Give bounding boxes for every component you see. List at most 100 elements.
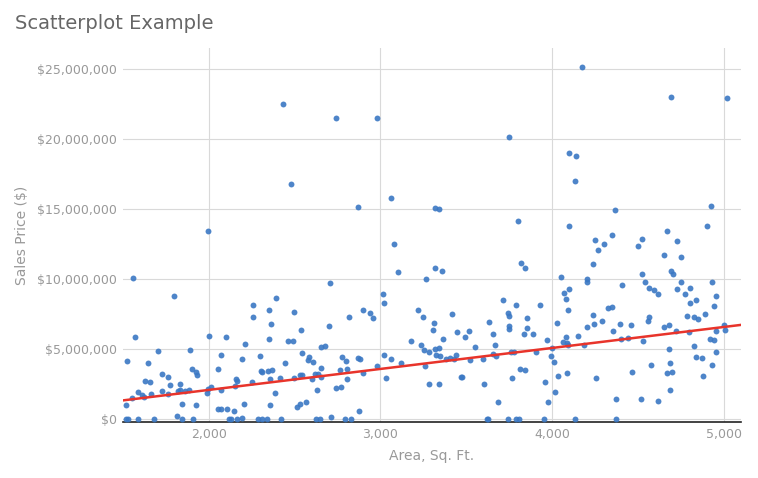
Point (510, 415, 522, 423)
Point (255, 367, 267, 374)
Point (120, 415, 132, 423)
Point (263, 335, 275, 343)
X-axis label: Area, Sq. Ft.: Area, Sq. Ft. (390, 449, 475, 463)
Point (598, 240, 610, 248)
Point (186, 365, 198, 373)
Point (542, 398, 554, 405)
Point (643, 284, 655, 292)
Point (664, 387, 676, 394)
Point (688, 314, 700, 321)
Point (315, 374, 327, 381)
Point (323, 323, 335, 330)
Point (247, 313, 259, 321)
Point (509, 348, 521, 356)
Point (269, 389, 281, 396)
Point (340, 357, 352, 364)
Point (527, 330, 539, 338)
Point (341, 375, 353, 383)
Point (223, 415, 235, 423)
Point (318, 342, 330, 349)
Point (311, 386, 323, 393)
Point (174, 386, 186, 394)
Point (665, 94, 677, 101)
Point (138, 393, 150, 401)
Point (433, 344, 445, 352)
Point (224, 415, 236, 423)
Point (212, 405, 224, 413)
Point (703, 336, 716, 343)
Point (335, 383, 347, 391)
Point (615, 336, 628, 343)
Point (570, 152, 582, 160)
Point (503, 133, 515, 141)
Point (706, 278, 719, 286)
Point (670, 327, 682, 335)
Point (262, 415, 274, 423)
Point (609, 206, 622, 214)
Point (420, 275, 432, 283)
Point (551, 319, 563, 326)
Point (661, 369, 673, 377)
Point (503, 323, 515, 330)
Point (602, 304, 614, 312)
Point (253, 352, 265, 360)
Point (190, 402, 202, 409)
Point (202, 385, 214, 393)
Point (324, 280, 336, 287)
Point (545, 352, 557, 360)
Point (357, 306, 369, 314)
Point (152, 348, 164, 355)
Point (503, 325, 515, 333)
Point (277, 100, 289, 108)
Point (652, 290, 664, 298)
Point (505, 348, 517, 356)
Point (549, 388, 561, 396)
Point (642, 317, 654, 325)
Point (710, 348, 722, 356)
Point (636, 235, 648, 243)
Point (385, 195, 397, 202)
Point (503, 312, 515, 320)
Point (587, 311, 600, 318)
Point (378, 351, 390, 359)
Point (609, 395, 622, 403)
Point (130, 333, 142, 341)
Point (463, 327, 475, 335)
Point (563, 222, 575, 230)
Point (221, 405, 233, 413)
Point (288, 308, 300, 315)
Point (690, 296, 702, 304)
Point (699, 310, 711, 318)
Point (164, 381, 176, 389)
Point (330, 115, 342, 122)
Point (609, 415, 622, 423)
Point (503, 309, 515, 317)
Point (156, 370, 168, 378)
Point (142, 359, 154, 367)
Point (309, 370, 321, 378)
Point (295, 326, 307, 334)
Point (515, 365, 527, 373)
Point (352, 203, 365, 210)
Point (446, 310, 458, 318)
Point (437, 336, 449, 343)
Point (174, 380, 186, 388)
Point (606, 231, 619, 239)
Point (661, 228, 673, 235)
Point (506, 374, 518, 381)
Point (487, 330, 499, 338)
Point (427, 326, 439, 334)
Point (484, 318, 496, 326)
Point (672, 237, 684, 244)
Point (377, 299, 390, 306)
Point (510, 302, 522, 309)
Point (296, 371, 308, 379)
Point (434, 352, 446, 360)
Point (581, 279, 594, 286)
Point (626, 368, 638, 376)
Point (330, 384, 342, 391)
Point (697, 372, 709, 380)
Point (418, 346, 430, 354)
Point (704, 203, 716, 210)
Point (559, 290, 571, 297)
